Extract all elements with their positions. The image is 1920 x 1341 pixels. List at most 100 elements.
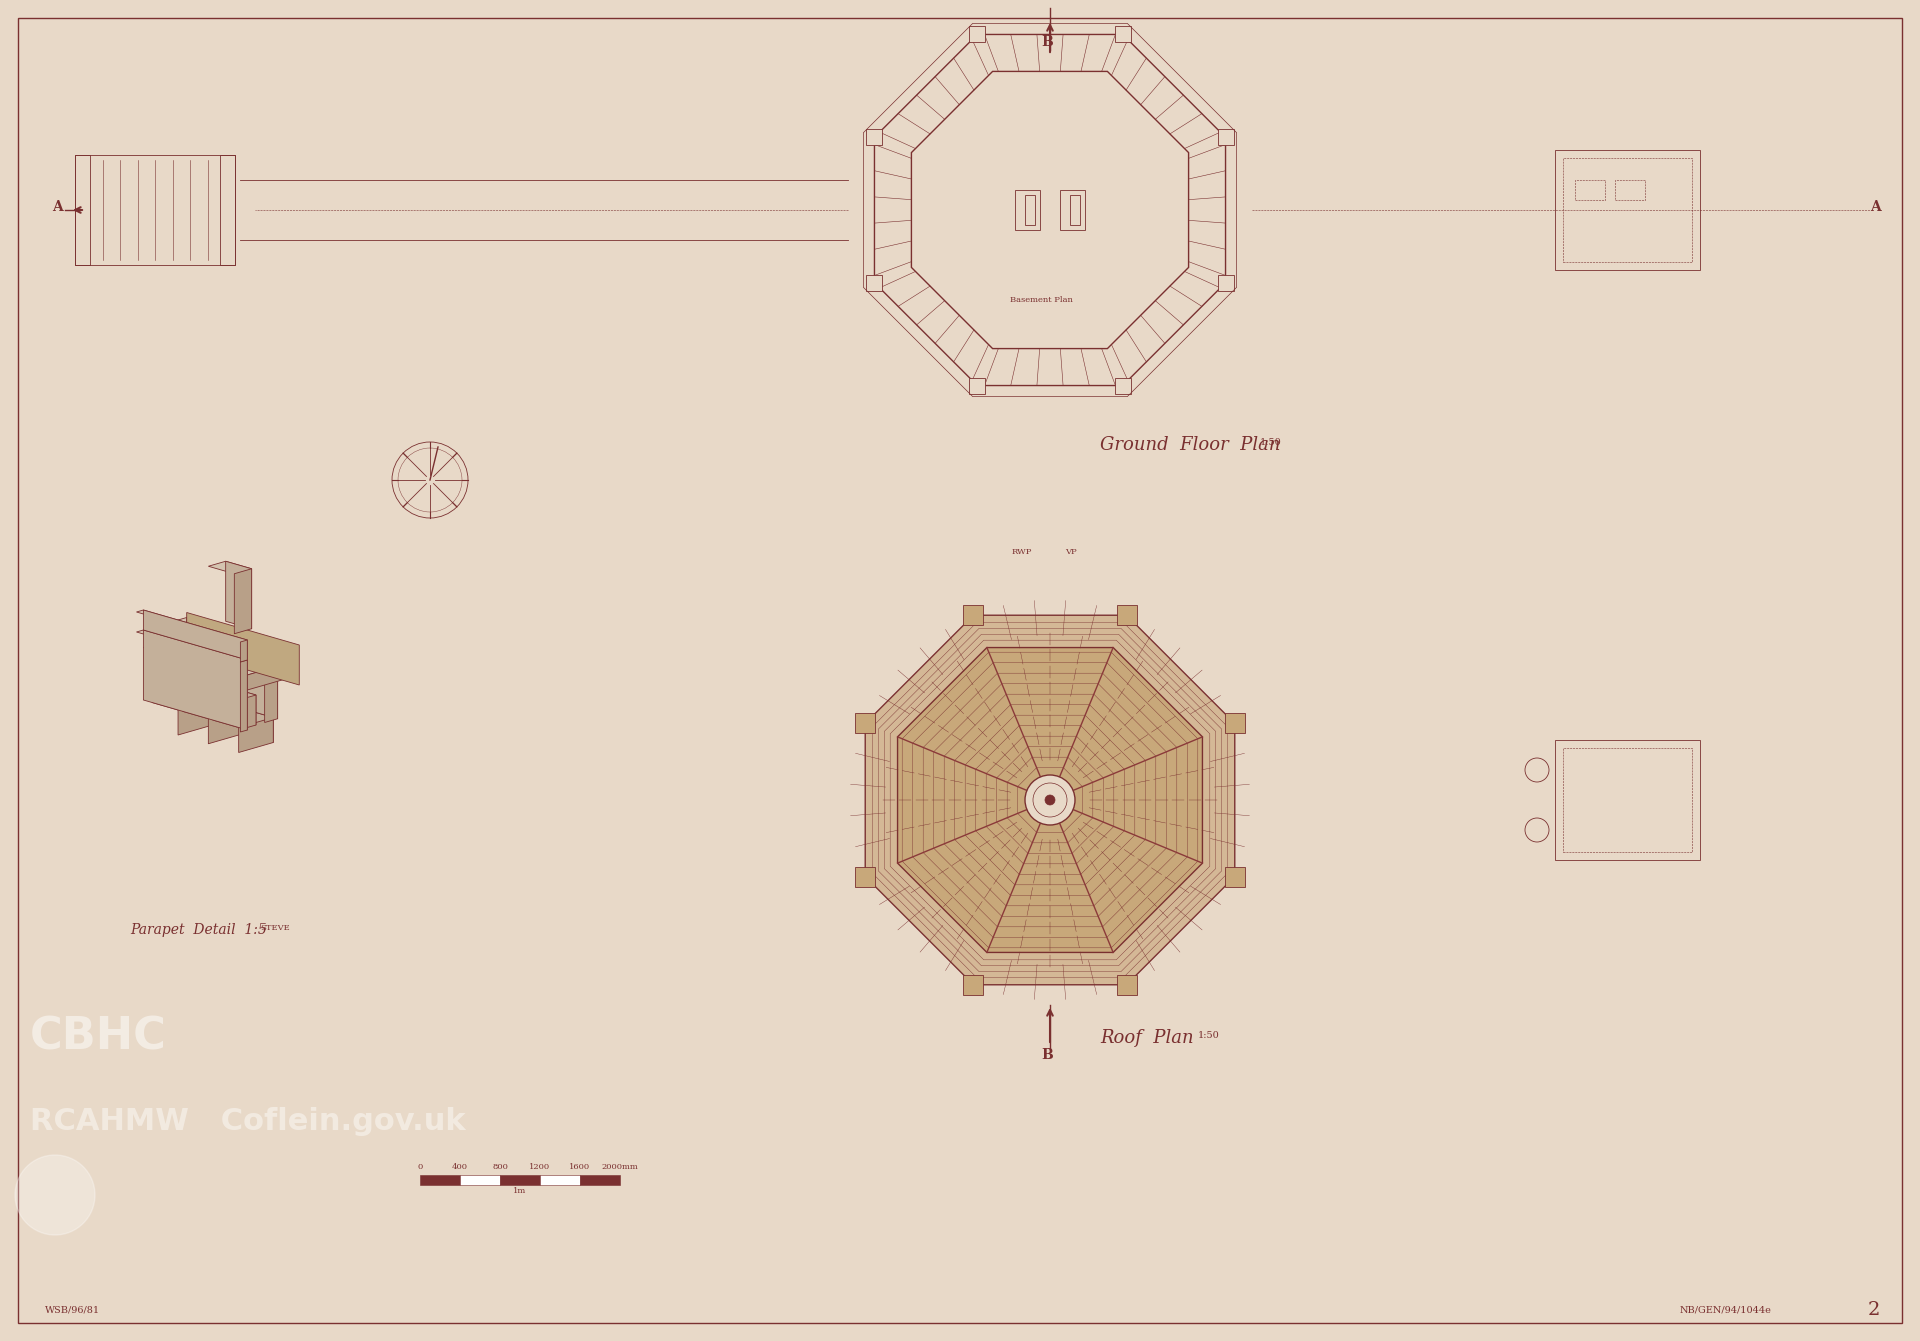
Circle shape	[1044, 795, 1054, 805]
Circle shape	[1025, 775, 1075, 825]
Bar	[420, 1175, 461, 1185]
Text: Roof  Plan: Roof Plan	[1100, 1029, 1194, 1047]
Polygon shape	[240, 660, 248, 732]
Text: Ground  Floor  Plan: Ground Floor Plan	[1100, 436, 1281, 455]
Polygon shape	[186, 692, 213, 725]
Polygon shape	[213, 709, 273, 728]
Bar	[964, 975, 983, 995]
Polygon shape	[136, 630, 248, 662]
Polygon shape	[213, 636, 271, 653]
Text: Basement Plan: Basement Plan	[1010, 296, 1073, 304]
Bar	[1116, 27, 1131, 43]
Text: B: B	[1041, 1049, 1052, 1062]
Bar	[854, 713, 876, 734]
Bar	[1615, 180, 1645, 200]
Text: WSB/96/81: WSB/96/81	[44, 1306, 100, 1314]
Text: A: A	[52, 200, 61, 215]
Bar	[221, 156, 234, 266]
Bar	[1025, 194, 1035, 225]
Bar	[1225, 713, 1244, 734]
Polygon shape	[897, 648, 1202, 952]
Text: STEVE: STEVE	[259, 924, 290, 932]
Bar	[75, 156, 234, 266]
Polygon shape	[252, 636, 271, 661]
Polygon shape	[165, 669, 255, 725]
Polygon shape	[209, 636, 250, 666]
Polygon shape	[188, 629, 227, 661]
Bar	[964, 605, 983, 625]
Bar	[540, 1175, 580, 1185]
Bar	[854, 866, 876, 886]
Polygon shape	[167, 624, 205, 654]
Bar	[1116, 378, 1131, 393]
Text: CBHC: CBHC	[31, 1016, 167, 1059]
Bar	[1217, 275, 1233, 291]
Text: 1200: 1200	[530, 1163, 551, 1171]
Bar	[1563, 748, 1692, 852]
Polygon shape	[230, 630, 250, 656]
Text: B: B	[1041, 35, 1052, 50]
Polygon shape	[186, 613, 300, 685]
Circle shape	[15, 1155, 94, 1235]
Polygon shape	[152, 669, 255, 699]
Polygon shape	[248, 709, 273, 743]
Polygon shape	[144, 630, 248, 730]
Polygon shape	[173, 653, 278, 683]
Bar	[1225, 866, 1244, 886]
Bar	[1069, 194, 1079, 225]
Polygon shape	[209, 624, 227, 649]
Polygon shape	[234, 569, 252, 634]
Polygon shape	[169, 624, 227, 641]
Polygon shape	[152, 692, 213, 709]
Circle shape	[1524, 818, 1549, 842]
Polygon shape	[136, 610, 248, 642]
Text: 2: 2	[1868, 1301, 1880, 1320]
Text: Parapet  Detail  1:5: Parapet Detail 1:5	[131, 923, 267, 937]
Bar	[580, 1175, 620, 1185]
Polygon shape	[227, 562, 252, 629]
Polygon shape	[186, 653, 278, 719]
Text: 0: 0	[417, 1163, 422, 1171]
Bar	[1555, 150, 1699, 270]
Polygon shape	[244, 664, 286, 691]
Text: NB/GEN/94/1044e: NB/GEN/94/1044e	[1680, 1306, 1772, 1314]
Text: 1600: 1600	[570, 1163, 591, 1171]
Polygon shape	[238, 717, 273, 752]
Polygon shape	[182, 701, 244, 719]
Circle shape	[1524, 758, 1549, 782]
Polygon shape	[265, 679, 278, 723]
Bar	[1574, 180, 1605, 200]
Bar	[866, 129, 883, 145]
Polygon shape	[209, 562, 252, 574]
Bar	[1555, 740, 1699, 860]
Polygon shape	[186, 617, 205, 642]
Bar	[970, 378, 985, 393]
Bar	[1217, 129, 1233, 145]
Polygon shape	[244, 695, 255, 728]
Text: 1:50: 1:50	[1198, 1030, 1219, 1039]
Text: A: A	[1870, 200, 1880, 215]
Text: 1:50: 1:50	[1260, 437, 1283, 447]
Polygon shape	[232, 642, 271, 673]
Polygon shape	[144, 636, 286, 676]
Bar	[1563, 158, 1692, 261]
Polygon shape	[217, 701, 244, 734]
Text: 1m: 1m	[513, 1187, 526, 1195]
Polygon shape	[209, 709, 244, 744]
Text: 2000mm: 2000mm	[601, 1163, 637, 1171]
Polygon shape	[190, 630, 250, 646]
Bar	[970, 27, 985, 43]
Bar	[461, 1175, 499, 1185]
Bar	[499, 1175, 540, 1185]
Polygon shape	[186, 636, 286, 679]
Bar	[1060, 190, 1085, 231]
Polygon shape	[240, 640, 248, 662]
Bar	[1117, 605, 1137, 625]
Text: 400: 400	[451, 1163, 468, 1171]
Text: 800: 800	[492, 1163, 509, 1171]
Bar	[1117, 975, 1137, 995]
Bar	[75, 156, 90, 266]
Polygon shape	[148, 617, 205, 634]
Text: VP: VP	[1066, 548, 1077, 557]
Polygon shape	[866, 616, 1235, 984]
